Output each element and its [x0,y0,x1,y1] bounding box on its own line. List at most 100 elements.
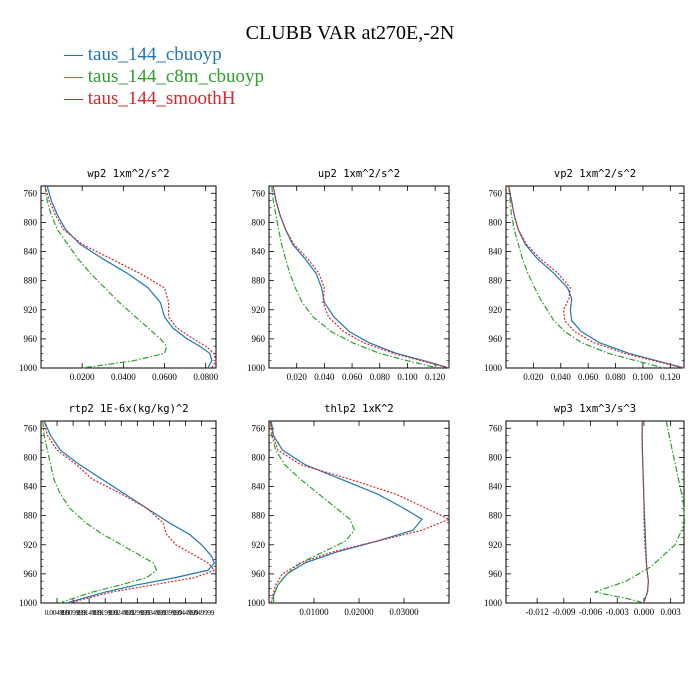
y-tick-label: 920 [24,305,38,315]
x-tick-label: 0.080 [370,372,391,382]
y-tick-label: 840 [489,482,503,492]
x-tick-label: 0.020 [523,372,544,382]
series-line-3 [269,420,450,604]
series-line-2 [42,420,158,604]
y-tick-label: 920 [489,540,503,550]
y-tick-label: 920 [252,305,266,315]
panel-title: wp3 1xm^3/s^3 [554,403,636,415]
plot-frame [505,185,685,369]
legend-label: taus_144_smoothH [87,88,236,109]
y-tick-label: 840 [252,247,266,257]
y-tick-label: 960 [489,334,503,344]
y-tick-label: 760 [489,188,503,198]
x-tick-label: 0.02000 [344,607,374,617]
y-tick-label: 960 [252,569,266,579]
series-line-3 [43,420,215,604]
x-tick-label: 0.040 [551,372,572,382]
series-line-2 [44,185,168,369]
y-tick-label: 880 [489,511,503,521]
x-tick-label: 0.034999 [141,608,167,617]
x-tick-label: 0.060 [578,372,599,382]
y-tick-label: 840 [24,247,38,257]
x-tick-label: 0.040 [314,372,335,382]
series-line-1 [508,185,685,369]
y-tick-label: 1000 [247,598,266,608]
series-line-3 [641,421,650,604]
y-tick-label: 920 [489,305,503,315]
plot-frame [505,420,685,604]
y-tick-label: 760 [24,188,38,198]
panel-2: up2 1xm^2/s^2 760 800 840 880 920 960 1000 0.020… [247,168,450,382]
legend-dash: — [64,44,83,65]
y-tick-label: 960 [24,334,38,344]
x-tick-label: 0.044999 [173,608,199,617]
y-tick-label: 880 [24,276,38,286]
x-tick-label: -0.012 [526,607,549,617]
x-tick-label: 0.060 [342,372,363,382]
x-tick-label: 0.100 [633,372,654,382]
x-tick-label: 0.0400 [111,372,136,382]
x-tick-label: 0.009999 [61,608,87,617]
panel-title: thlp2 1xK^2 [324,403,394,415]
panel-6: wp3 1xm^3/s^3 760 800 840 880 920 960 1000 -0.01… [484,403,686,617]
legend-entry-cbuoyp: — taus_144_cbuoyp [64,44,222,66]
x-tick-label: 0.03000 [389,607,419,617]
panel-title: up2 1xm^2/s^2 [318,168,400,180]
legend-entry-smoothh: — taus_144_smoothH [64,88,236,110]
x-tick-label: 0.100 [397,372,418,382]
x-tick-label: 0.120 [425,372,446,382]
legend-label: taus_144_c8m_cbuoyp [87,66,265,87]
x-tick-label: 0.0600 [152,372,177,382]
panel-1: wp2 1xm^2/s^2 760 800 840 880 920 960 1000 0.020… [19,168,219,382]
y-tick-label: 840 [252,482,266,492]
y-tick-label: 1000 [484,363,503,373]
plot-frame [268,420,450,604]
y-tick-label: 1000 [19,598,38,608]
y-tick-label: 960 [24,569,38,579]
y-tick-label: 800 [252,452,266,462]
y-tick-label: 880 [252,511,266,521]
plot-frame [40,185,217,369]
plot-frame [268,185,450,369]
legend-label: taus_144_cbuoyp [87,44,222,65]
y-tick-label: 760 [489,423,503,433]
y-tick-label: 920 [252,540,266,550]
series-line-2 [269,420,356,603]
panel-3: vp2 1xm^2/s^2 760 800 840 880 920 960 1000 0.020… [484,168,685,382]
legend-dash: — [64,88,83,109]
y-tick-label: 760 [252,188,266,198]
x-tick-label: -0.003 [606,607,630,617]
series-line-3 [272,185,450,369]
y-tick-label: 880 [489,276,503,286]
x-tick-label: 0.049999 [189,608,215,617]
y-tick-label: 920 [24,540,38,550]
series-line-1 [272,185,450,369]
x-tick-label: 0.01000 [299,607,329,617]
x-tick-label: 0.039999 [157,608,183,617]
y-tick-label: 800 [24,452,38,462]
series-line-1 [270,420,423,603]
x-tick-label: 0.024999 [109,608,135,617]
x-tick-label: 0.019999 [93,608,119,617]
legend-entry-c8m-cbuoyp: — taus_144_c8m_cbuoyp [64,66,264,88]
legend-dash: — [64,66,83,87]
series-line-1 [46,185,213,369]
x-tick-label: 0.0200 [70,372,95,382]
y-tick-label: 880 [24,511,38,521]
panel-4: rtp2 1E-6x(kg/kg)^2 760 800 840 880 920 960 100… [19,403,217,617]
y-tick-label: 800 [24,217,38,227]
y-tick-label: 760 [252,423,266,433]
y-tick-label: 800 [252,217,266,227]
x-tick-label: 0.000 [634,607,655,617]
x-tick-label: 0.004999 [45,608,71,617]
y-tick-label: 800 [489,217,503,227]
x-tick-label: 0.029999 [125,608,151,617]
panel-title: rtp2 1E-6x(kg/kg)^2 [68,403,188,415]
series-line-2 [271,185,439,369]
y-tick-label: 840 [489,247,503,257]
x-tick-label: 0.080 [605,372,626,382]
x-tick-label: 0.020 [287,372,308,382]
panel-title: wp2 1xm^2/s^2 [87,168,169,180]
y-tick-label: 840 [24,482,38,492]
x-tick-label: 0.003 [661,607,682,617]
